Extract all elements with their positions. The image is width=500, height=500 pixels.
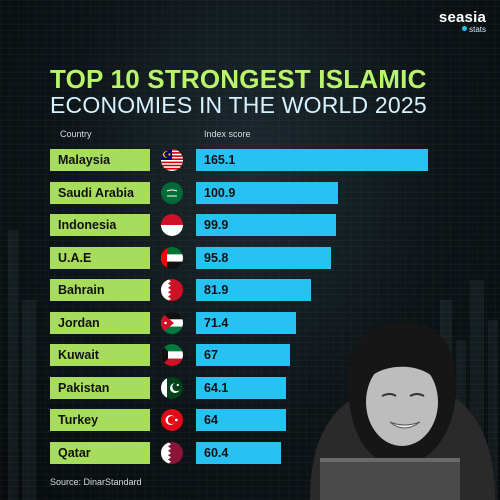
score-bar: 95.8 [196, 246, 331, 269]
brand-name: seasia [438, 9, 486, 26]
country-label: Malaysia [50, 149, 150, 171]
score-bar: 99.9 [196, 214, 337, 236]
score-value-label: 81.9 [204, 283, 229, 297]
score-bar: 71.4 [196, 311, 297, 334]
country-label: Indonesia [50, 214, 150, 236]
jordan-flag-icon [161, 311, 183, 334]
woman-with-laptop-illustration [310, 321, 495, 500]
score-value-label: 67 [204, 348, 218, 362]
brand-sub-text: stats [469, 25, 486, 34]
score-bar: 64 [196, 409, 286, 431]
score-value-label: 64.1 [204, 380, 229, 395]
score-value-label: 64 [204, 413, 218, 427]
kuwait-flag-icon [161, 344, 183, 366]
score-bar: 81.9 [196, 279, 312, 301]
score-value-label: 100.9 [204, 185, 236, 200]
bar-row-malaysia: Malaysia 165.1 [0, 149, 500, 171]
score-value-label: 71.4 [204, 315, 229, 330]
qatar-flag-icon [161, 441, 183, 464]
bar-row-bahrain: Bahrain 81.9 [0, 279, 500, 301]
bahrain-flag-icon [161, 279, 183, 301]
country-label: Kuwait [50, 344, 150, 366]
country-label: Turkey [50, 409, 150, 431]
country-label: Pakistan [50, 376, 150, 399]
score-value-label: 60.4 [204, 445, 229, 460]
country-label: Saudi Arabia [50, 181, 150, 204]
bar-row-jordan: Jordan 71.4 [0, 311, 500, 334]
source-note: Source: DinarStandard [50, 477, 142, 487]
bar-row-indonesia: Indonesia 99.9 [0, 214, 500, 236]
score-bar: 100.9 [196, 181, 338, 204]
brand-dot-icon [462, 26, 468, 31]
title-line-2: ECONOMIES IN THE WORLD 2025 [50, 92, 427, 118]
bar-row-qatar: Qatar 60.4 [0, 441, 500, 464]
pakistan-flag-icon [161, 376, 183, 399]
bar-row-saudi-arabia: Saudi Arabia 100.9 [0, 181, 500, 204]
score-bar: 60.4 [196, 441, 281, 464]
saudi-arabia-flag-icon [161, 181, 183, 204]
country-label: Bahrain [50, 279, 150, 301]
brand-logo: seasia stats [439, 10, 486, 35]
brand-sub: stats [439, 25, 486, 35]
score-column-header: Index score [204, 129, 251, 139]
title-line-1: TOP 10 STRONGEST ISLAMIC [50, 64, 427, 94]
score-bar: 165.1 [196, 149, 428, 171]
score-bar: 67 [196, 344, 291, 366]
bar-row-u-a-e: U.A.E 95.8 [0, 246, 500, 269]
country-column-header: Country [60, 129, 92, 139]
malaysia-flag-icon [161, 149, 183, 171]
uae-flag-icon [161, 246, 183, 269]
bar-row-pakistan: Pakistan 64.1 [0, 376, 500, 399]
indonesia-flag-icon [161, 214, 183, 236]
turkey-flag-icon [161, 409, 183, 431]
score-value-label: 99.9 [204, 218, 229, 232]
score-value-label: 165.1 [204, 153, 236, 167]
country-label: Jordan [50, 311, 150, 334]
bar-row-kuwait: Kuwait 67 [0, 344, 500, 366]
bar-row-turkey: Turkey 64 [0, 409, 500, 431]
country-label: Qatar [50, 441, 150, 464]
score-bar: 64.1 [196, 376, 287, 399]
score-value-label: 95.8 [204, 250, 229, 265]
country-label: U.A.E [50, 246, 150, 269]
